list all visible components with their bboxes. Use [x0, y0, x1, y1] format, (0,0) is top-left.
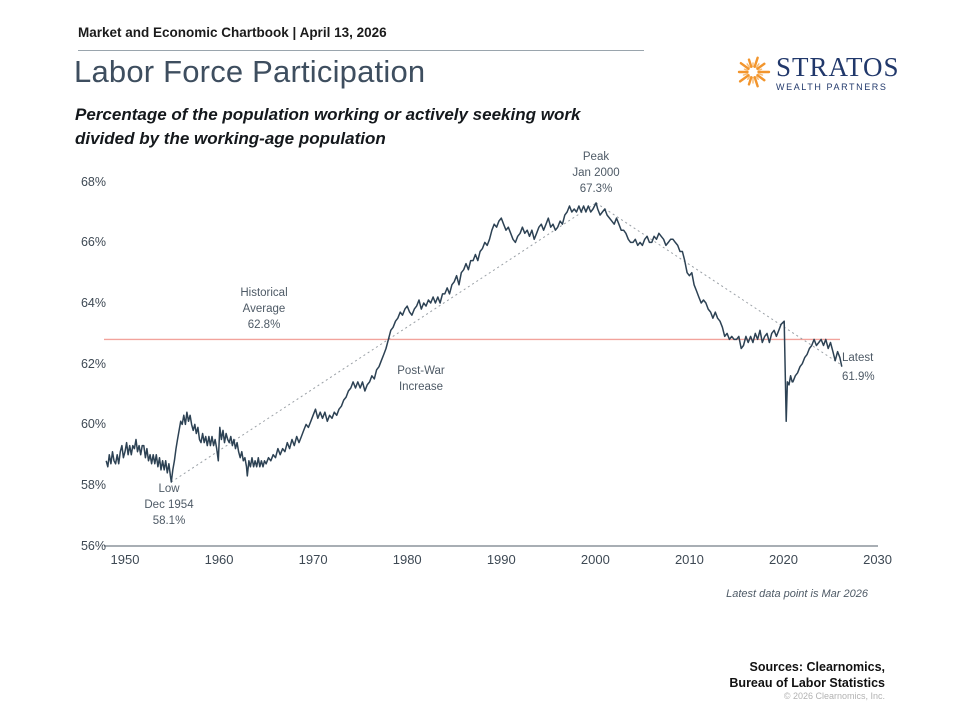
sources-line2: Bureau of Labor Statistics — [729, 676, 885, 690]
chart-subtitle-line1: Percentage of the population working or … — [75, 105, 581, 124]
report-header: Market and Economic Chartbook | April 13… — [78, 25, 387, 40]
sunburst-ray — [755, 75, 759, 80]
x-tick-label: 1950 — [110, 552, 140, 567]
post-war-increase-annotation: Post-War Increase — [361, 363, 481, 395]
sunburst-ray — [747, 76, 753, 86]
x-tick-label: 1960 — [204, 552, 234, 567]
logo-wordmark: STRATOS — [776, 52, 900, 82]
x-tick-label: 2030 — [863, 552, 893, 567]
series-line — [105, 202, 843, 483]
chart-subtitle-line2: divided by the working-age population — [75, 129, 386, 148]
sunburst-ray — [755, 63, 760, 69]
chart-subtitle: Percentage of the population working or … — [75, 103, 580, 151]
peak-value: 67.3% — [579, 183, 613, 195]
peak-date: Jan 2000 — [572, 167, 620, 179]
low-date: Dec 1954 — [144, 499, 194, 511]
sunburst-ray — [747, 75, 751, 80]
historical-average-value: 62.8% — [247, 319, 281, 331]
peak-annotation: Peak Jan 2000 67.3% — [536, 149, 656, 197]
x-tick-label: 1970 — [298, 552, 328, 567]
sunburst-ray — [743, 68, 749, 71]
post-war-label-1: Post-War — [397, 365, 445, 377]
latest-label: Latest — [842, 352, 874, 364]
x-tick-label: 1980 — [392, 552, 422, 567]
y-tick-label: 56% — [80, 538, 106, 553]
sunburst-ray — [753, 56, 759, 68]
sunburst-ray — [746, 63, 751, 69]
x-tick-label: 1990 — [486, 552, 516, 567]
sunburst-ray — [757, 73, 764, 76]
historical-average-annotation: Historical Average 62.8% — [204, 285, 324, 333]
latest-annotation: Latest 61.9% — [842, 349, 922, 387]
y-tick-label: 64% — [80, 296, 106, 311]
historical-average-label-1: Historical — [240, 287, 288, 299]
low-annotation: Low Dec 1954 58.1% — [109, 481, 229, 529]
x-tick-label: 2020 — [769, 552, 798, 567]
sunburst-ray — [747, 58, 753, 68]
y-tick-label: 68% — [80, 174, 106, 189]
post-war-label-2: Increase — [398, 381, 444, 393]
y-tick-label: 60% — [80, 417, 106, 432]
sunburst-ray — [757, 68, 763, 71]
low-label: Low — [158, 483, 180, 495]
sunburst-ray — [742, 73, 749, 76]
copyright-text: © 2026 Clearnomics, Inc. — [783, 691, 885, 701]
sunburst-icon — [737, 56, 771, 88]
sunburst-ray — [738, 74, 750, 83]
latest-value: 61.9% — [842, 371, 875, 383]
trend-line — [171, 202, 597, 483]
low-value: 58.1% — [152, 515, 186, 527]
y-tick-label: 58% — [80, 478, 106, 493]
y-tick-label: 62% — [80, 356, 106, 371]
sunburst-ray — [753, 76, 759, 88]
y-tick-label: 66% — [80, 235, 106, 250]
logo-text: STRATOS WEALTH PARTNERS — [776, 52, 900, 93]
sources-line1: Sources: Clearnomics, — [749, 660, 885, 674]
header-divider — [78, 50, 644, 51]
historical-average-label-2: Average — [242, 303, 286, 315]
sunburst-ray — [756, 62, 766, 70]
page-title: Labor Force Participation — [74, 54, 426, 89]
stratos-logo: STRATOS WEALTH PARTNERS — [735, 54, 900, 92]
sources-text: Sources: Clearnomics, Bureau of Labor St… — [585, 659, 885, 691]
logo-tagline: WEALTH PARTNERS — [776, 82, 888, 92]
latest-data-footnote: Latest data point is Mar 2026 — [726, 588, 868, 600]
x-tick-label: 2000 — [580, 552, 610, 567]
sunburst-ray — [756, 74, 766, 82]
trend-line — [595, 202, 843, 366]
sunburst-ray — [739, 61, 750, 70]
peak-label: Peak — [582, 151, 610, 163]
x-tick-label: 2010 — [674, 552, 704, 567]
